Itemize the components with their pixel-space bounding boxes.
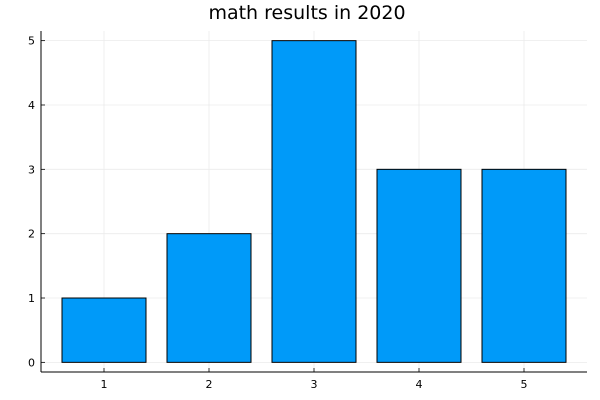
bar-3: [271, 40, 357, 363]
y-tick-label: 2: [28, 228, 35, 241]
x-tick-label: 5: [521, 378, 528, 391]
x-tick-label: 2: [206, 378, 213, 391]
bar-1: [61, 297, 147, 363]
x-tick-label: 1: [101, 378, 108, 391]
y-tick-label: 0: [28, 356, 35, 369]
x-tick-label: 3: [311, 378, 318, 391]
bar-4: [376, 168, 462, 363]
y-tick-label: 3: [28, 163, 35, 176]
bar-layer: [61, 40, 567, 363]
bar-2: [166, 233, 252, 363]
x-tick-label: 4: [416, 378, 423, 391]
bar-5: [481, 168, 567, 363]
tick-layer: 1 2 3 4 5 0 1 2 3 4 5: [28, 35, 528, 391]
y-tick-label: 1: [28, 292, 35, 305]
y-tick-label: 4: [28, 99, 35, 112]
chart-title: math results in 2020: [208, 2, 405, 24]
y-tick-label: 5: [28, 35, 35, 48]
